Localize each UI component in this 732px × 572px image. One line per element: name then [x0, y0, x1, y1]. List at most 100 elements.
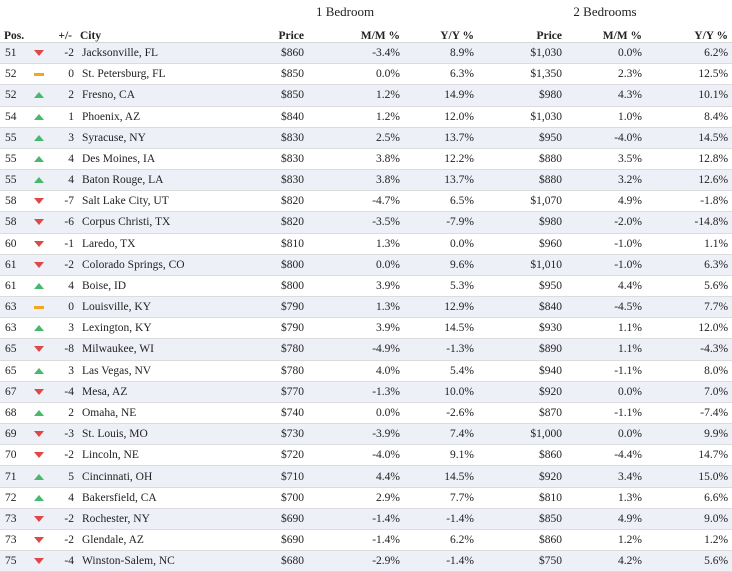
row-city: Winston-Salem, NC: [76, 550, 212, 572]
column-header-row: Pos. +/- City Price M/M % Y/Y % Price M/…: [0, 24, 732, 43]
row-change: 3: [30, 127, 76, 149]
col-header-mm-2br[interactable]: M/M %: [566, 24, 647, 43]
trend-up-icon: [34, 473, 44, 480]
row-change: 0: [30, 63, 76, 86]
col-header-yy-2br[interactable]: Y/Y %: [646, 24, 732, 43]
row-yy-1br: 8.9%: [404, 42, 479, 65]
group-header-1-bedroom: 1 Bedroom: [315, 4, 375, 19]
row-change: -2: [30, 42, 76, 65]
col-header-price-1br[interactable]: Price: [212, 24, 308, 43]
row-mm-2br: -4.0%: [566, 127, 647, 149]
row-mm-1br: 1.2%: [308, 84, 404, 107]
row-price-2br: $1,350: [478, 63, 567, 86]
row-mm-1br: -2.9%: [308, 550, 404, 572]
row-mm-2br: -1.0%: [566, 254, 647, 276]
col-header-pos[interactable]: Pos.: [0, 24, 30, 43]
row-price-2br: $860: [478, 529, 567, 552]
row-yy-2br: 12.5%: [646, 63, 732, 86]
row-position: 71: [0, 465, 30, 488]
table-row: 58 -6 Corpus Christi, TX $820 -3.5% -7.9% $980…: [0, 211, 732, 234]
row-city: Mesa, AZ: [76, 381, 212, 403]
row-change-value: 3: [68, 322, 74, 335]
row-mm-1br: -3.5%: [308, 211, 404, 234]
row-change-value: 0: [68, 68, 74, 81]
table-row: 55 4 Des Moines, IA $830 3.8% 12.2% $880 3.5% 12…: [0, 148, 732, 171]
row-price-2br: $880: [478, 148, 567, 171]
row-yy-1br: -7.9%: [404, 211, 479, 234]
row-price-1br: $700: [212, 487, 308, 509]
col-header-change[interactable]: +/-: [30, 24, 76, 43]
row-change: 5: [30, 465, 76, 488]
row-change: -3: [30, 423, 76, 446]
row-city: Salt Lake City, UT: [76, 190, 212, 213]
row-mm-2br: -2.0%: [566, 211, 647, 234]
row-yy-1br: 7.7%: [404, 487, 479, 509]
row-price-2br: $950: [478, 127, 567, 149]
row-change: -7: [30, 190, 76, 213]
table-body: 51 -2 Jacksonville, FL $860 -3.4% 8.9% $1,030 0…: [0, 42, 732, 572]
row-change-value: -2: [64, 47, 74, 60]
row-mm-1br: 4.0%: [308, 360, 404, 382]
row-yy-1br: 12.9%: [404, 296, 479, 319]
row-price-2br: $810: [478, 487, 567, 509]
row-yy-1br: 13.7%: [404, 169, 479, 192]
row-position: 52: [0, 84, 30, 107]
group-header-2-bedrooms: 2 Bedrooms: [573, 4, 637, 19]
row-city: Bakersfield, CA: [76, 487, 212, 509]
col-header-yy-1br[interactable]: Y/Y %: [404, 24, 479, 43]
row-price-2br: $1,000: [478, 423, 567, 446]
row-yy-1br: -1.4%: [404, 508, 479, 530]
row-city: Colorado Springs, CO: [76, 254, 212, 276]
group-header-row: 1 Bedroom 2 Bedrooms: [0, 0, 732, 24]
row-yy-1br: 14.5%: [404, 465, 479, 488]
row-change: 3: [30, 360, 76, 382]
row-position: 63: [0, 317, 30, 340]
row-mm-2br: -4.5%: [566, 296, 647, 319]
col-header-price-2br[interactable]: Price: [478, 24, 567, 43]
row-price-1br: $680: [212, 550, 308, 572]
row-position: 72: [0, 487, 30, 509]
table-row: 63 0 Louisville, KY $790 1.3% 12.9% $840 -4.5% 7…: [0, 296, 732, 319]
trend-up-icon: [34, 494, 44, 501]
table-row: 55 4 Baton Rouge, LA $830 3.8% 13.7% $880 3.2% 1…: [0, 169, 732, 192]
row-change: 4: [30, 169, 76, 192]
row-price-1br: $860: [212, 42, 308, 65]
row-yy-1br: 6.5%: [404, 190, 479, 213]
table-row: 65 -8 Milwaukee, WI $780 -4.9% -1.3% $890 1.1% -…: [0, 338, 732, 361]
col-header-city[interactable]: City: [76, 24, 212, 43]
row-position: 68: [0, 402, 30, 425]
row-position: 52: [0, 63, 30, 86]
row-change-value: -7: [64, 195, 74, 208]
table-row: 67 -4 Mesa, AZ $770 -1.3% 10.0% $920 0.0% 7.0%: [0, 381, 732, 403]
row-yy-2br: 6.6%: [646, 487, 732, 509]
row-mm-1br: 4.4%: [308, 465, 404, 488]
table-row: 60 -1 Laredo, TX $810 1.3% 0.0% $960 -1.0% 1.1%: [0, 233, 732, 255]
row-price-2br: $1,070: [478, 190, 567, 213]
row-mm-2br: 4.3%: [566, 84, 647, 107]
row-mm-1br: 1.3%: [308, 233, 404, 255]
table-row: 61 -2 Colorado Springs, CO $800 0.0% 9.6% $1,0…: [0, 254, 732, 276]
row-yy-2br: 14.5%: [646, 127, 732, 149]
row-price-1br: $690: [212, 508, 308, 530]
row-yy-2br: 14.7%: [646, 444, 732, 467]
row-city: Louisville, KY: [76, 296, 212, 319]
row-position: 67: [0, 381, 30, 403]
row-change-value: 3: [68, 364, 74, 377]
table-row: 61 4 Boise, ID $800 3.9% 5.3% $950 4.4% 5.6%: [0, 275, 732, 298]
trend-up-icon: [34, 92, 44, 99]
row-mm-1br: 0.0%: [308, 63, 404, 86]
row-position: 54: [0, 106, 30, 128]
row-price-1br: $820: [212, 190, 308, 213]
row-city: Lincoln, NE: [76, 444, 212, 467]
row-yy-1br: 12.0%: [404, 106, 479, 128]
row-change: 4: [30, 275, 76, 298]
row-change-value: -2: [64, 512, 74, 525]
col-header-mm-1br[interactable]: M/M %: [308, 24, 404, 43]
row-city: St. Petersburg, FL: [76, 63, 212, 86]
row-price-1br: $790: [212, 296, 308, 319]
row-price-1br: $850: [212, 84, 308, 107]
row-yy-1br: -1.4%: [404, 550, 479, 572]
trend-down-icon: [34, 50, 44, 57]
row-mm-1br: -1.4%: [308, 529, 404, 552]
